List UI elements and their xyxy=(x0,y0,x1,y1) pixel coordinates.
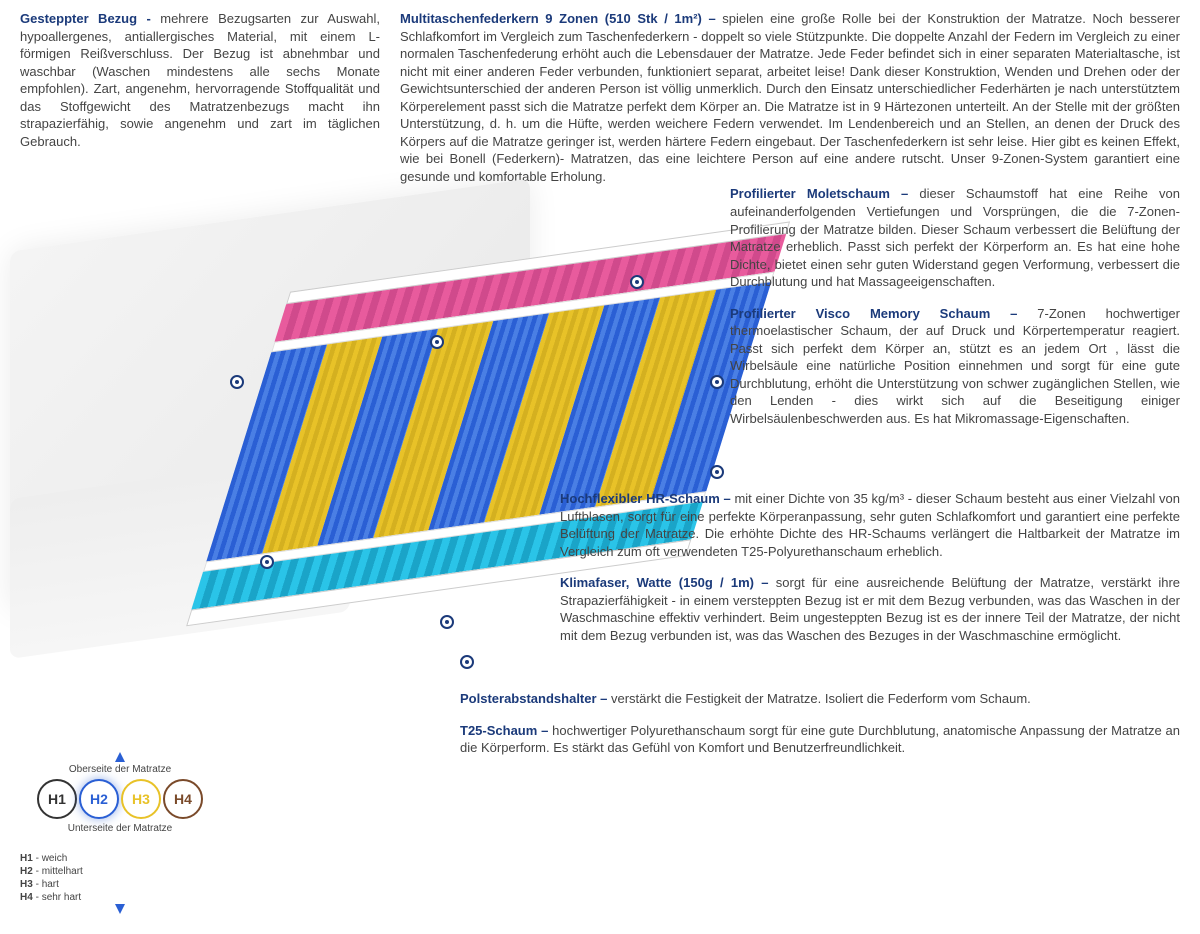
t25-body: hochwertiger Polyurethanschaum sorgt für… xyxy=(460,723,1180,756)
spring-core-body: spielen eine große Rolle bei der Konstru… xyxy=(400,11,1180,184)
legend-h1: H1 - weich xyxy=(20,852,220,865)
legend-h3: H3 - hart xyxy=(20,878,220,891)
polster-body: verstärkt die Festigkeit der Matratze. I… xyxy=(611,691,1031,706)
firmness-circles: H1 H2 H3 H4 xyxy=(20,779,220,819)
molet-heading: Profilierter Moletschaum – xyxy=(730,186,919,201)
visco-heading: Profilierter Visco Memory Schaum – xyxy=(730,306,1037,321)
marker-hr xyxy=(710,465,724,479)
klima-heading: Klimafaser, Watte (150g / 1m) – xyxy=(560,575,776,590)
t25-section: T25-Schaum – hochwertiger Polyurethansch… xyxy=(460,722,1180,757)
firmness-legend: H1 - weich H2 - mittelhart H3 - hart H4 … xyxy=(20,852,220,904)
top-text-row: Gesteppter Bezug - mehrere Bezugsarten z… xyxy=(0,0,1200,185)
visco-body: 7-Zonen hochwertiger thermoelastischer S… xyxy=(730,306,1180,426)
polster-section: Polsterabstandshalter – verstärkt die Fe… xyxy=(460,690,1180,708)
visco-foam-section: Profilierter Visco Memory Schaum – 7-Zon… xyxy=(730,305,1180,428)
klimafaser-section: Klimafaser, Watte (150g / 1m) – sorgt fü… xyxy=(560,574,1180,644)
firmness-h4-circle: H4 xyxy=(163,779,203,819)
molet-body: dieser Schaumstoff hat eine Reihe von au… xyxy=(730,186,1180,289)
arrow-down-icon xyxy=(115,904,125,914)
spring-core-heading: Multitaschenfederkern 9 Zonen (510 Stk /… xyxy=(400,11,722,26)
legend-h4: H4 - sehr hart xyxy=(20,891,220,904)
hr-foam-section: Hochflexibler HR-Schaum – mit einer Dich… xyxy=(560,490,1180,560)
firmness-indicator: Oberseite der Matratze H1 H2 H3 H4 Unter… xyxy=(20,762,220,904)
right-text-column: Profilierter Moletschaum – dieser Schaum… xyxy=(730,185,1180,441)
t25-heading: T25-Schaum – xyxy=(460,723,552,738)
legend-h2: H2 - mittelhart xyxy=(20,865,220,878)
molet-foam-section: Profilierter Moletschaum – dieser Schaum… xyxy=(730,185,1180,290)
quilted-cover-body: mehrere Bezugsarten zur Auswahl, hypoall… xyxy=(20,11,380,149)
bottom-text-column: Polsterabstandshalter – verstärkt die Fe… xyxy=(460,690,1180,771)
quilted-cover-heading: Gesteppter Bezug - xyxy=(20,11,160,26)
polster-heading: Polsterabstandshalter – xyxy=(460,691,611,706)
hr-heading: Hochflexibler HR-Schaum – xyxy=(560,491,734,506)
firmness-h3-circle: H3 xyxy=(121,779,161,819)
firmness-top-label: Oberseite der Matratze xyxy=(20,764,220,775)
quilted-cover-section: Gesteppter Bezug - mehrere Bezugsarten z… xyxy=(20,10,380,185)
firmness-h1-circle: H1 xyxy=(37,779,77,819)
firmness-h2-circle: H2 xyxy=(79,779,119,819)
marker-t25 xyxy=(460,655,474,669)
lower-text-column: Hochflexibler HR-Schaum – mit einer Dich… xyxy=(560,490,1180,658)
spring-core-section: Multitaschenfederkern 9 Zonen (510 Stk /… xyxy=(400,10,1180,185)
firmness-bottom-label: Unterseite der Matratze xyxy=(20,823,220,834)
arrow-up-icon xyxy=(115,752,125,762)
